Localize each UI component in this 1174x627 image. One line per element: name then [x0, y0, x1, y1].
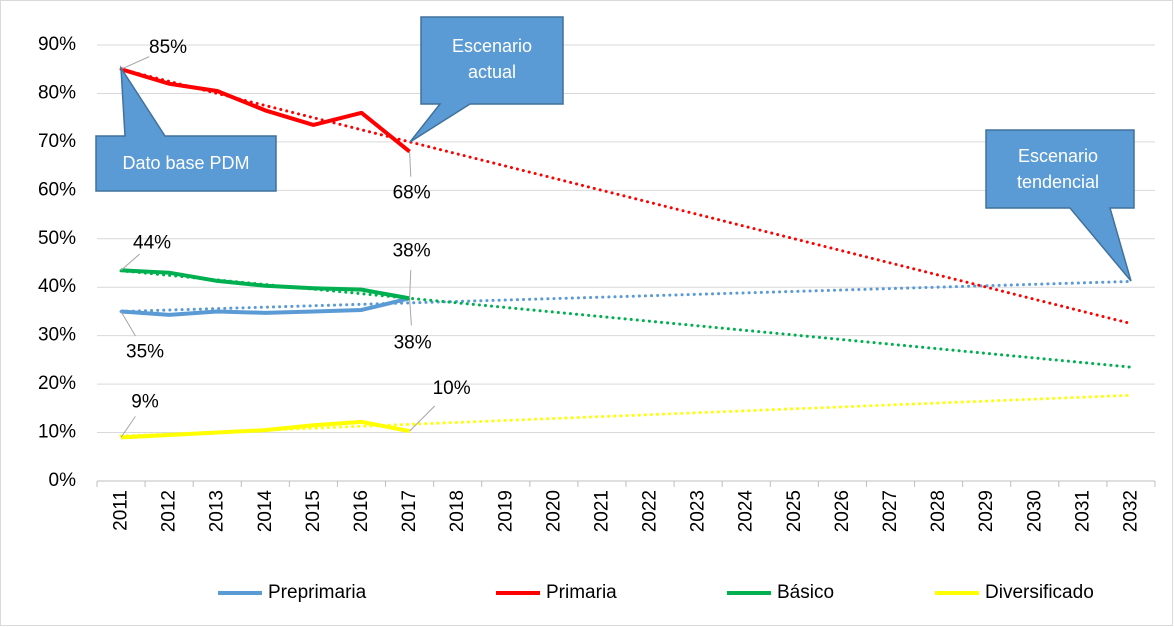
y-tick-label: 10% [38, 422, 76, 443]
callouts: Dato base PDM Escenario actual Escenario… [95, 16, 1135, 282]
data-label: 38% [394, 332, 432, 353]
x-tick-label: 2012 [159, 490, 180, 532]
data-line [120, 419, 410, 440]
leader-line [409, 298, 412, 326]
x-tick-label: 2016 [351, 490, 372, 532]
plot-area: 0% 10% 20% 30% 40% 50% 60% 70% 80% 90% 2011 2012 201… [38, 34, 1156, 533]
x-tick-label: 2024 [736, 490, 757, 533]
x-tick-label: 2026 [832, 490, 853, 532]
leader-line [120, 253, 140, 271]
data-label: 85% [149, 37, 187, 58]
callout-text: actual [468, 62, 516, 82]
y-tick-label: 60% [38, 179, 76, 200]
x-tick-label: 2022 [640, 490, 661, 532]
trend-line [119, 269, 1133, 369]
y-tick-label: 20% [38, 373, 76, 394]
leader-line [120, 56, 150, 70]
x-tick-label: 2017 [399, 490, 420, 532]
callout-box [985, 129, 1135, 282]
x-tick-label: 2018 [447, 490, 468, 532]
x-tick-label: 2015 [303, 490, 324, 532]
callout-text: Escenario [452, 36, 532, 56]
trend-line [119, 393, 1133, 438]
x-tick-label: 2025 [784, 490, 805, 532]
data-line [120, 268, 410, 301]
x-tick-label: 2011 [111, 490, 132, 531]
leader-line [120, 311, 136, 337]
y-tick-label: 80% [38, 82, 76, 103]
callout-text: tendencial [1017, 172, 1099, 192]
data-label: 68% [393, 183, 431, 204]
data-line [120, 67, 411, 154]
callout-text: Dato base PDM [122, 153, 249, 173]
x-tick-label: 2030 [1024, 490, 1045, 532]
y-tick-label: 70% [38, 131, 76, 152]
y-tick-label: 90% [38, 34, 76, 55]
x-tick-label: 2023 [688, 490, 709, 532]
callout-box [409, 16, 564, 143]
data-line [120, 296, 411, 317]
data-label: 10% [433, 378, 471, 399]
x-tick-label: 2013 [207, 490, 228, 532]
leader-line [409, 405, 436, 432]
x-tick-label: 2019 [495, 490, 516, 532]
legend-label: Primaria [546, 582, 617, 603]
legend-label: Básico [777, 582, 834, 603]
y-tick-label: 0% [49, 470, 77, 491]
leader-line [120, 416, 136, 438]
x-tick-label: 2021 [591, 490, 612, 532]
callout-text: Escenario [1018, 146, 1098, 166]
x-tick-label: 2031 [1072, 490, 1093, 532]
x-tick-label: 2014 [255, 490, 276, 533]
legend: Preprimaria Primaria Básico Diversificado [218, 582, 1094, 603]
data-label: 44% [133, 232, 171, 253]
trend-line [119, 279, 1133, 313]
x-tick-label: 2032 [1120, 490, 1141, 532]
x-tick-label: 2020 [543, 490, 564, 532]
y-tick-label: 30% [38, 325, 76, 346]
callout-box [95, 65, 277, 192]
leader-line [409, 151, 412, 177]
leader-line [409, 270, 412, 299]
legend-label: Diversificado [985, 582, 1094, 603]
data-label: 38% [393, 240, 431, 261]
y-tick-label: 40% [38, 276, 76, 297]
x-tick-label: 2028 [928, 490, 949, 532]
x-tick-label: 2029 [976, 490, 997, 532]
data-label: 35% [126, 341, 164, 362]
legend-label: Preprimaria [268, 582, 367, 603]
x-tick-label: 2027 [880, 490, 901, 532]
y-tick-label: 50% [38, 228, 76, 249]
data-label: 9% [131, 391, 159, 412]
